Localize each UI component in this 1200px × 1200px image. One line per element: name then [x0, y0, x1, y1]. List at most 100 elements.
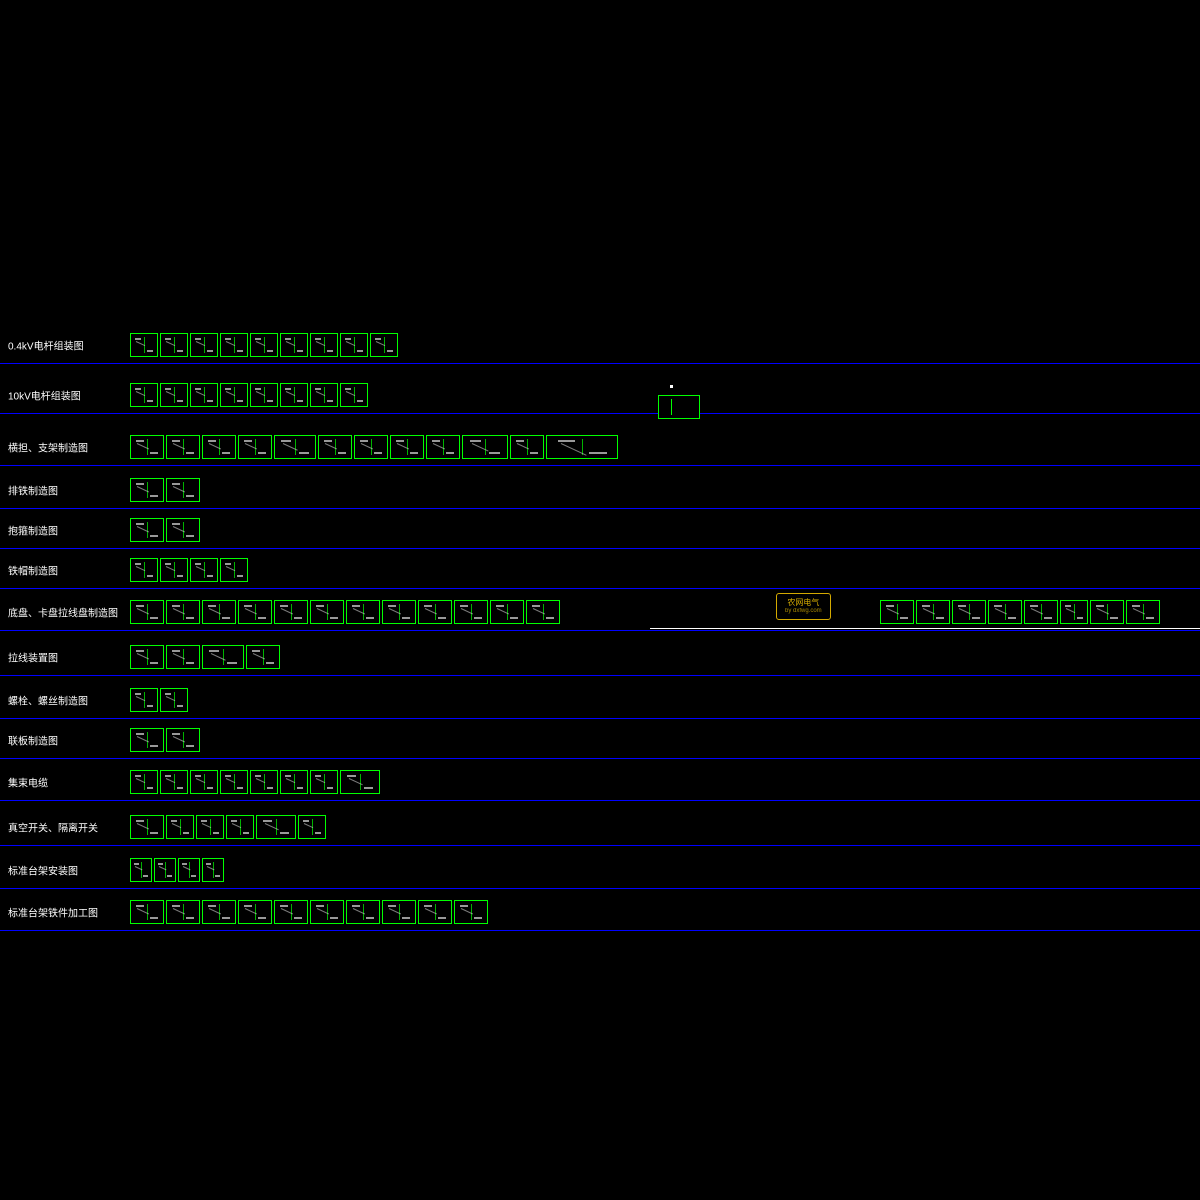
drawing-thumbnail[interactable] — [418, 900, 452, 924]
drawing-thumbnail[interactable] — [190, 383, 218, 407]
drawing-thumbnail[interactable] — [346, 900, 380, 924]
drawing-thumbnail[interactable] — [382, 900, 416, 924]
drawing-thumbnail[interactable] — [280, 383, 308, 407]
drawing-thumbnail[interactable] — [154, 858, 176, 882]
drawing-thumbnail[interactable] — [298, 815, 326, 839]
drawing-thumbnail[interactable] — [130, 728, 164, 752]
drawing-thumbnail[interactable] — [462, 435, 508, 459]
drawing-thumbnail[interactable] — [202, 600, 236, 624]
drawing-thumbnail[interactable] — [166, 645, 200, 669]
drawing-thumbnail[interactable] — [250, 383, 278, 407]
drawing-thumbnail[interactable] — [130, 333, 158, 357]
drawing-thumbnail[interactable] — [178, 858, 200, 882]
drawing-thumbnail[interactable] — [166, 900, 200, 924]
drawing-thumbnail[interactable] — [318, 435, 352, 459]
drawing-thumbnail[interactable] — [490, 600, 524, 624]
drawing-thumbnail[interactable] — [220, 770, 248, 794]
drawing-thumbnail[interactable] — [1024, 600, 1058, 624]
drawing-thumbnail[interactable] — [250, 770, 278, 794]
drawing-thumbnail[interactable] — [160, 333, 188, 357]
drawing-thumbnail[interactable] — [418, 600, 452, 624]
drawing-thumbnail[interactable] — [256, 815, 296, 839]
drawing-thumbnail[interactable] — [880, 600, 914, 624]
drawing-thumbnail[interactable] — [130, 688, 158, 712]
drawing-thumbnail[interactable] — [130, 383, 158, 407]
row-thumbnails — [130, 858, 224, 882]
drawing-thumbnail[interactable] — [546, 435, 618, 459]
row-label: 真空开关、隔离开关 — [8, 820, 98, 835]
drawing-thumbnail[interactable] — [190, 770, 218, 794]
drawing-thumbnail[interactable] — [310, 333, 338, 357]
drawing-thumbnail[interactable] — [130, 815, 164, 839]
drawing-thumbnail[interactable] — [238, 600, 272, 624]
drawing-thumbnail[interactable] — [238, 435, 272, 459]
drawing-thumbnail[interactable] — [130, 518, 164, 542]
drawing-thumbnail[interactable] — [130, 858, 152, 882]
drawing-thumbnail[interactable] — [310, 383, 338, 407]
drawing-thumbnail[interactable] — [988, 600, 1022, 624]
drawing-thumbnail[interactable] — [280, 333, 308, 357]
drawing-thumbnail[interactable] — [130, 558, 158, 582]
drawing-thumbnail[interactable] — [202, 645, 244, 669]
drawing-thumbnail[interactable] — [340, 383, 368, 407]
drawing-thumbnail[interactable] — [190, 558, 218, 582]
drawing-thumbnail[interactable] — [130, 435, 164, 459]
drawing-thumbnail[interactable] — [238, 900, 272, 924]
row-divider — [0, 465, 1200, 466]
drawing-thumbnail[interactable] — [952, 600, 986, 624]
drawing-thumbnail[interactable] — [1126, 600, 1160, 624]
drawing-thumbnail[interactable] — [1060, 600, 1088, 624]
row-label: 集束电缆 — [8, 775, 48, 790]
drawing-thumbnail[interactable] — [130, 600, 164, 624]
drawing-thumbnail[interactable] — [130, 900, 164, 924]
drawing-thumbnail[interactable] — [526, 600, 560, 624]
drawing-thumbnail[interactable] — [166, 518, 200, 542]
drawing-thumbnail[interactable] — [160, 770, 188, 794]
float-marker-dot — [670, 385, 673, 388]
drawing-thumbnail[interactable] — [454, 600, 488, 624]
drawing-thumbnail[interactable] — [250, 333, 278, 357]
drawing-thumbnail[interactable] — [130, 770, 158, 794]
drawing-thumbnail[interactable] — [280, 770, 308, 794]
drawing-thumbnail[interactable] — [310, 770, 338, 794]
drawing-thumbnail[interactable] — [130, 478, 164, 502]
drawing-thumbnail[interactable] — [916, 600, 950, 624]
drawing-thumbnail[interactable] — [426, 435, 460, 459]
drawing-thumbnail[interactable] — [160, 688, 188, 712]
drawing-thumbnail[interactable] — [202, 435, 236, 459]
drawing-thumbnail[interactable] — [190, 333, 218, 357]
drawing-thumbnail[interactable] — [340, 333, 368, 357]
drawing-thumbnail[interactable] — [202, 858, 224, 882]
drawing-thumbnail[interactable] — [370, 333, 398, 357]
drawing-thumbnail[interactable] — [390, 435, 424, 459]
drawing-thumbnail[interactable] — [346, 600, 380, 624]
drawing-thumbnail[interactable] — [274, 435, 316, 459]
drawing-thumbnail[interactable] — [202, 900, 236, 924]
drawing-thumbnail[interactable] — [246, 645, 280, 669]
drawing-thumbnail[interactable] — [1090, 600, 1124, 624]
row-label: 0.4kV电杆组装图 — [8, 338, 84, 353]
drawing-thumbnail[interactable] — [166, 600, 200, 624]
drawing-thumbnail[interactable] — [310, 900, 344, 924]
drawing-thumbnail[interactable] — [166, 728, 200, 752]
drawing-thumbnail[interactable] — [454, 900, 488, 924]
drawing-thumbnail[interactable] — [274, 900, 308, 924]
drawing-thumbnail[interactable] — [354, 435, 388, 459]
drawing-thumbnail[interactable] — [226, 815, 254, 839]
drawing-thumbnail[interactable] — [130, 645, 164, 669]
right-thumbnail-strip — [880, 600, 1160, 624]
drawing-thumbnail[interactable] — [196, 815, 224, 839]
drawing-thumbnail[interactable] — [166, 435, 200, 459]
drawing-thumbnail[interactable] — [310, 600, 344, 624]
drawing-thumbnail[interactable] — [340, 770, 380, 794]
drawing-thumbnail[interactable] — [160, 383, 188, 407]
drawing-thumbnail[interactable] — [160, 558, 188, 582]
drawing-thumbnail[interactable] — [220, 383, 248, 407]
drawing-thumbnail[interactable] — [274, 600, 308, 624]
drawing-thumbnail[interactable] — [220, 333, 248, 357]
drawing-thumbnail[interactable] — [166, 815, 194, 839]
drawing-thumbnail[interactable] — [166, 478, 200, 502]
drawing-thumbnail[interactable] — [382, 600, 416, 624]
drawing-thumbnail[interactable] — [510, 435, 544, 459]
drawing-thumbnail[interactable] — [220, 558, 248, 582]
